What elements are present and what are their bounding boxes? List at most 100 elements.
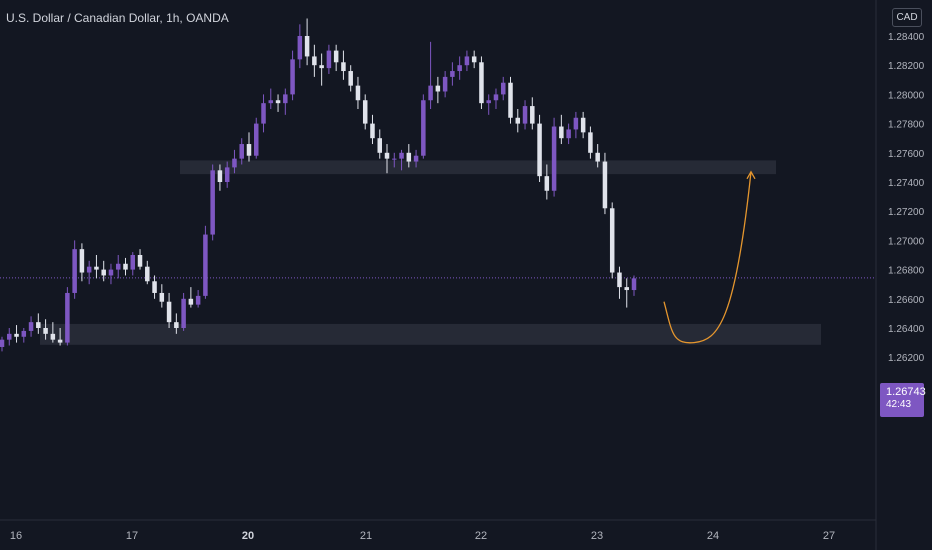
candle [341,50,346,80]
candle [210,164,215,241]
candle [28,316,34,337]
x-tick-label: 22 [475,530,487,542]
candle [595,144,600,168]
candle-body [428,85,433,101]
candle-body [50,333,56,340]
candle [348,65,353,92]
candle [559,114,564,145]
support-zone [40,323,821,345]
candle-body [174,322,179,328]
candle-body [450,71,455,77]
candle-body [471,56,477,63]
candle [94,255,99,279]
candle [304,18,310,66]
candle-body [392,158,397,160]
candle [217,164,223,191]
candle-body [515,117,521,124]
candle [0,336,5,352]
candle [239,138,244,165]
candle-body [181,298,186,328]
y-tick-label: 1.28400 [888,32,925,43]
candle-body [457,65,462,72]
candle-body [65,292,70,343]
x-tick-label: 23 [591,530,603,542]
candle-body [188,298,194,305]
candle-body [522,106,528,124]
candle [145,260,150,285]
candle [602,152,608,215]
candle [566,123,571,145]
y-tick-label: 1.26600 [888,295,925,306]
candle [471,50,477,69]
candle-body [573,117,579,130]
candle-body [435,85,441,92]
candle-body [268,100,274,104]
candle-body [195,295,201,305]
candle [515,109,521,133]
y-tick-label: 1.27400 [888,178,925,189]
candle [377,129,382,159]
candle [493,88,499,109]
candle [624,278,629,308]
candle-body [326,50,332,69]
candle [312,44,317,77]
candle [7,328,12,346]
y-tick-label: 1.27600 [888,149,925,160]
candle-body [508,82,513,118]
candle-body [246,144,252,156]
candle [413,149,419,168]
candle [195,290,201,308]
candle [275,94,281,112]
candle-body [413,155,419,162]
projection-curve [663,171,752,344]
candle [65,287,70,346]
candle-body [94,266,99,270]
candle-body [384,152,390,159]
candle-body [493,94,499,101]
candle-body [145,266,150,282]
candle-body [290,59,295,95]
candle [544,164,550,200]
candle-body [224,167,230,182]
candle [283,88,288,115]
candle-body [442,76,448,92]
last-price-badge: 1.26743 42:43 [880,383,926,417]
candle [421,94,426,159]
candle [580,111,586,139]
candle [123,257,128,276]
candle [137,249,143,270]
candle-body [355,85,361,101]
candle-body [21,330,27,337]
candle [86,260,92,285]
x-tick-label: 20 [242,530,254,542]
x-tick-label: 24 [707,530,719,542]
candle [246,132,252,162]
currency-label[interactable]: CAD [892,8,922,27]
candle [355,76,361,109]
candle [50,322,56,343]
candle-body [275,100,281,104]
y-tick-label: 1.26400 [888,324,925,335]
candle-body [101,269,106,276]
candle-body [232,158,237,168]
candle [573,111,579,139]
candle [36,313,41,334]
candle-body [464,56,470,66]
candle [130,252,136,276]
candle-body [108,269,114,276]
bar-countdown: 42:43 [886,399,912,410]
candle-body [333,50,339,63]
candle [108,263,114,285]
candle [72,240,77,299]
candle-body [399,152,404,159]
candle-body [210,170,215,235]
candle-body [319,65,324,69]
candle [203,225,208,299]
candle-body [551,126,557,191]
candle-body [341,62,346,72]
candle-body [0,339,5,347]
candle-body [609,208,615,273]
candle-body [57,339,63,343]
candle-body [159,292,165,302]
